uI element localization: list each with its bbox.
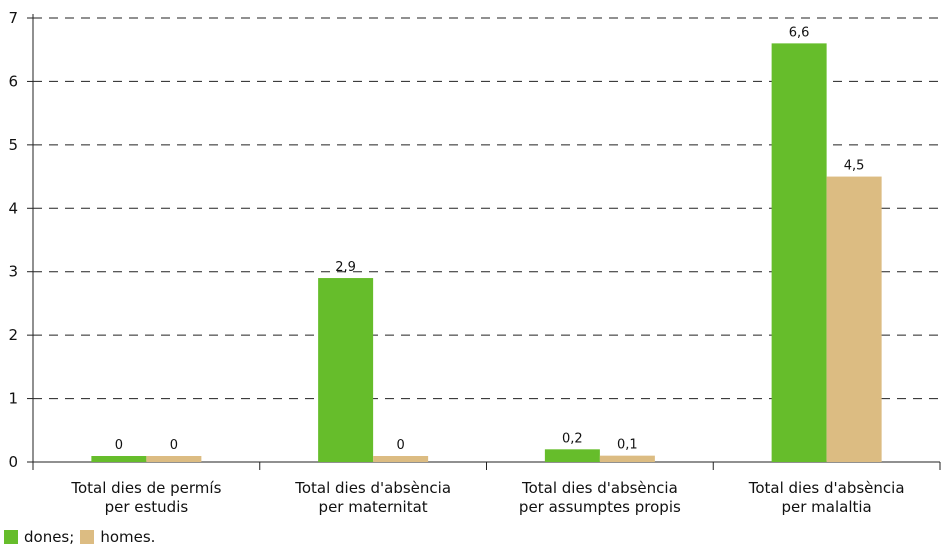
x-tick-label: per malaltia xyxy=(781,498,871,516)
data-label-dones: 0,2 xyxy=(562,431,583,446)
data-label-dones: 6,6 xyxy=(789,25,810,40)
data-label-homes: 0,1 xyxy=(617,438,638,453)
legend-label-homes: homes. xyxy=(100,528,156,546)
y-tick-label: 5 xyxy=(8,136,18,154)
x-tick-label: Total dies d'absència xyxy=(521,479,678,497)
data-label-homes: 0 xyxy=(170,438,178,453)
bar-homes xyxy=(146,456,202,462)
legend-item-dones: dones; xyxy=(4,528,74,546)
y-tick-label: 6 xyxy=(8,72,18,90)
data-label-dones: 0 xyxy=(115,438,123,453)
legend-item-homes: homes. xyxy=(80,528,155,546)
data-label-homes: 4,5 xyxy=(844,159,865,174)
bar-homes xyxy=(599,455,655,462)
bar-homes xyxy=(826,176,882,463)
x-tick-label: Total dies d'absència xyxy=(748,479,905,497)
x-tick-label: per maternitat xyxy=(319,498,428,516)
x-tick-label: per assumptes propis xyxy=(519,498,681,516)
x-tick-label: Total dies d'absència xyxy=(294,479,451,497)
legend-swatch-homes xyxy=(80,530,95,544)
y-tick-label: 2 xyxy=(8,326,18,344)
bar-dones xyxy=(318,278,374,462)
bar-dones xyxy=(771,43,827,462)
legend: dones; homes. xyxy=(4,528,161,546)
data-label-dones: 2,9 xyxy=(335,260,356,275)
y-tick-label: 0 xyxy=(8,453,18,471)
legend-label-dones: dones; xyxy=(24,528,75,546)
y-tick-label: 1 xyxy=(8,390,18,408)
data-label-homes: 0 xyxy=(396,438,404,453)
y-tick-label: 7 xyxy=(8,9,18,27)
y-tick-label: 4 xyxy=(8,199,18,217)
y-tick-label: 3 xyxy=(8,263,18,281)
x-tick-label: per estudis xyxy=(105,498,189,516)
bar-homes xyxy=(373,456,429,462)
bar-dones xyxy=(544,449,600,462)
legend-swatch-dones xyxy=(4,530,18,544)
x-tick-label: Total dies de permís xyxy=(70,479,221,497)
bar-dones xyxy=(91,456,147,462)
